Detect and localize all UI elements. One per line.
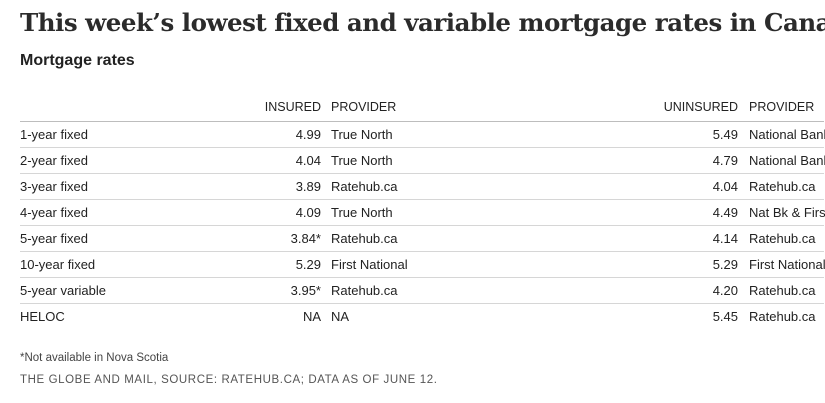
insured-rate-cell: 4.99 — [250, 121, 321, 148]
header-term — [20, 93, 250, 122]
header-insured: INSURED — [250, 93, 321, 122]
header-provider-insured: PROVIDER — [321, 93, 501, 122]
insured-rate-cell: 4.09 — [250, 199, 321, 226]
insured-rate-cell: 3.89 — [250, 173, 321, 200]
term-cell: 4-year fixed — [20, 199, 250, 226]
mortgage-rates-table: INSURED PROVIDER UNINSURED PROVIDER 1-ye… — [20, 93, 825, 330]
table-row: 1-year fixed 4.99 True North 5.49 Nation… — [20, 121, 825, 148]
insured-rate-cell: 4.04 — [250, 147, 321, 174]
uninsured-provider-cell: Ratehub.ca — [749, 309, 816, 324]
uninsured-rate-cell: 4.49 — [501, 199, 738, 226]
term-cell: 1-year fixed — [20, 121, 250, 148]
table-row: 4-year fixed 4.09 True North 4.49 Nat Bk… — [20, 199, 825, 226]
term-cell: 2-year fixed — [20, 147, 250, 174]
insured-provider-cell: Ratehub.ca — [321, 225, 501, 252]
insured-provider-cell: Ratehub.ca — [321, 277, 501, 304]
insured-provider-cell: True North — [321, 121, 501, 148]
uninsured-provider-cell: First National — [738, 251, 825, 278]
insured-provider-cell: First National — [321, 251, 501, 278]
term-cell: 10-year fixed — [20, 251, 250, 278]
uninsured-rate-cell: 4.20 — [501, 277, 738, 304]
table-row: 3-year fixed 3.89 Ratehub.ca 4.04 Ratehu… — [20, 173, 824, 200]
table-body: 1-year fixed 4.99 True North 5.49 Nation… — [20, 121, 825, 330]
term-cell: 5-year variable — [20, 277, 250, 304]
insured-provider-cell: True North — [321, 199, 501, 226]
header-uninsured: UNINSURED — [501, 93, 738, 122]
insured-rate-cell: 3.84* — [250, 225, 321, 252]
insured-rate-cell: 3.95* — [250, 277, 321, 304]
table-row: 10-year fixed 5.29 First National 5.29 F… — [20, 251, 825, 278]
uninsured-provider-cell: National Bank — [738, 121, 825, 148]
term-cell: 3-year fixed — [20, 173, 250, 200]
table-row: 5-year fixed 3.84* Ratehub.ca 4.14 Rateh… — [20, 225, 824, 252]
source-credit: THE GLOBE AND MAIL, SOURCE: RATEHUB.CA; … — [20, 374, 438, 386]
term-cell: 5-year fixed — [20, 225, 250, 252]
table-subtitle: Mortgage rates — [20, 52, 135, 69]
table-row: HELOC NA NA 5.45 Ratehub.ca — [20, 304, 824, 330]
insured-provider-cell: Ratehub.ca — [321, 173, 501, 200]
uninsured-provider-cell: National Bank — [738, 147, 825, 174]
uninsured-provider-cell: Ratehub.ca — [738, 173, 824, 200]
table-header: INSURED PROVIDER UNINSURED PROVIDER — [20, 93, 824, 122]
uninsured-rate-cell: 5.29 — [501, 251, 738, 278]
insured-provider-cell: NA — [331, 309, 350, 324]
uninsured-rate-cell: 4.79 — [501, 147, 738, 174]
uninsured-rate-cell: 5.49 — [501, 121, 738, 148]
insured-rate-cell: 5.29 — [250, 251, 321, 278]
insured-provider-cell: True North — [321, 147, 501, 174]
insured-rate-cell: NA — [302, 309, 321, 324]
uninsured-provider-cell: Ratehub.ca — [738, 225, 824, 252]
table-row: 2-year fixed 4.04 True North 4.79 Nation… — [20, 147, 825, 174]
uninsured-rate-cell: 5.45 — [712, 309, 738, 324]
term-cell: HELOC — [20, 309, 65, 324]
footnote: *Not available in Nova Scotia — [20, 352, 169, 364]
table-row: 5-year variable 3.95* Ratehub.ca 4.20 Ra… — [20, 277, 824, 304]
headline: This week’s lowest fixed and variable mo… — [20, 8, 825, 37]
header-row: INSURED PROVIDER UNINSURED PROVIDER — [20, 93, 824, 122]
uninsured-rate-cell: 4.14 — [501, 225, 738, 252]
uninsured-provider-cell: Ratehub.ca — [738, 277, 824, 304]
uninsured-rate-cell: 4.04 — [501, 173, 738, 200]
uninsured-provider-cell: Nat Bk & First Nat — [738, 199, 825, 226]
header-provider-uninsured: PROVIDER — [738, 93, 824, 122]
